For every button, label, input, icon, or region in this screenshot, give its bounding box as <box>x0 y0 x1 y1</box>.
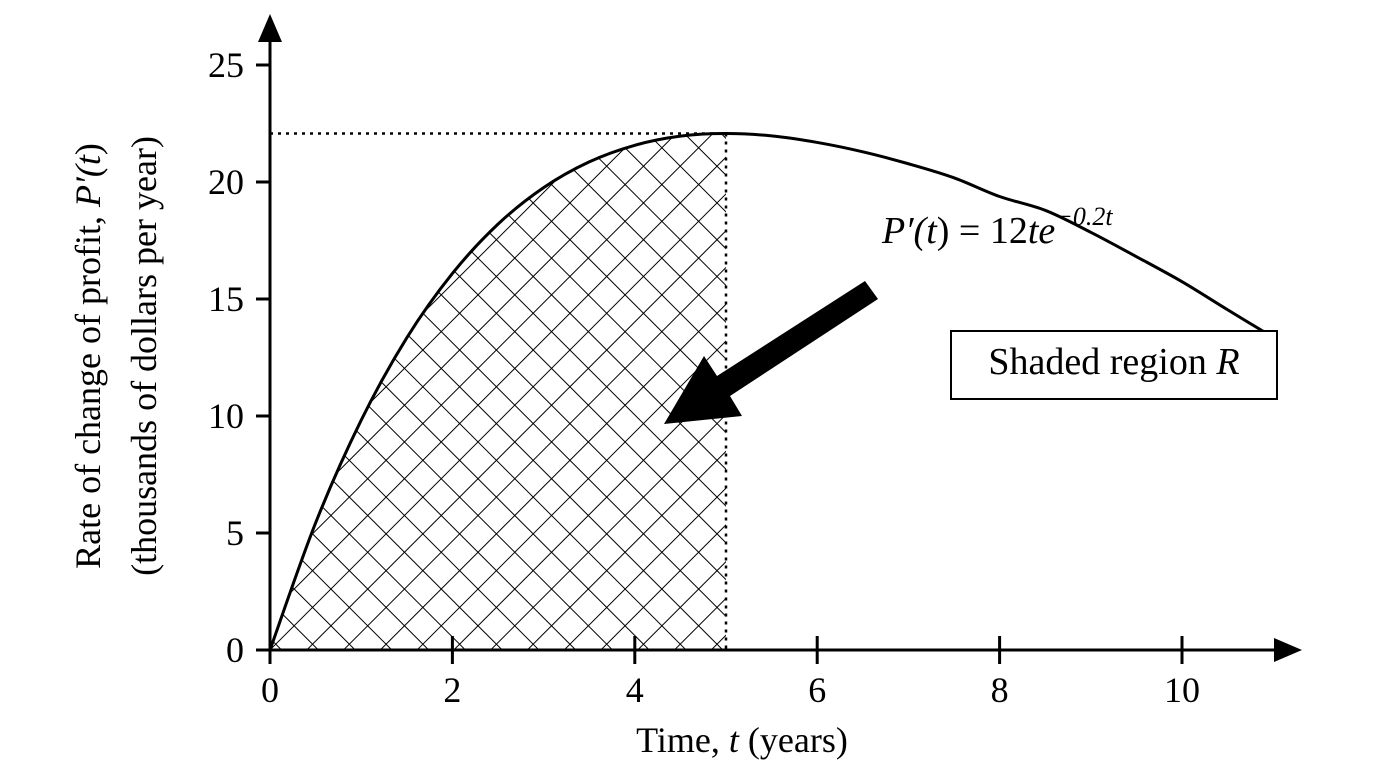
shaded-region <box>270 133 726 650</box>
x-axis-title: Time, t (years) <box>636 720 848 760</box>
equation-label: P′(t) = 12te−0.2t <box>881 202 1113 252</box>
y-tick-label: 10 <box>208 396 244 436</box>
y-axis-arrowhead <box>258 14 282 42</box>
x-tick-label: 2 <box>443 670 461 710</box>
y-axis-title-line2: (thousands of dollars per year) <box>124 136 164 576</box>
y-tick-label: 20 <box>208 162 244 202</box>
y-axis-title-line1: Rate of change of profit, P′(t) <box>68 143 108 569</box>
y-axis-title: Rate of change of profit, P′(t) (thousan… <box>68 136 164 576</box>
x-tick-label: 4 <box>626 670 644 710</box>
y-tick-label: 5 <box>226 513 244 553</box>
callout-label: Shaded region R <box>988 341 1239 383</box>
y-tick-label: 0 <box>226 630 244 670</box>
x-axis-arrowhead <box>1274 638 1302 662</box>
x-ticks: 0 2 4 6 8 10 <box>261 636 1200 710</box>
y-tick-label: 15 <box>208 279 244 319</box>
y-ticks: 0 5 10 15 20 25 <box>208 45 270 670</box>
series-line <box>268 132 1274 651</box>
x-tick-label: 0 <box>261 670 279 710</box>
x-tick-label: 6 <box>808 670 826 710</box>
callout-arrow <box>664 281 878 424</box>
x-tick-label: 8 <box>991 670 1009 710</box>
y-tick-label: 25 <box>208 45 244 85</box>
callout-box <box>950 330 1278 400</box>
x-tick-label: 10 <box>1164 670 1200 710</box>
